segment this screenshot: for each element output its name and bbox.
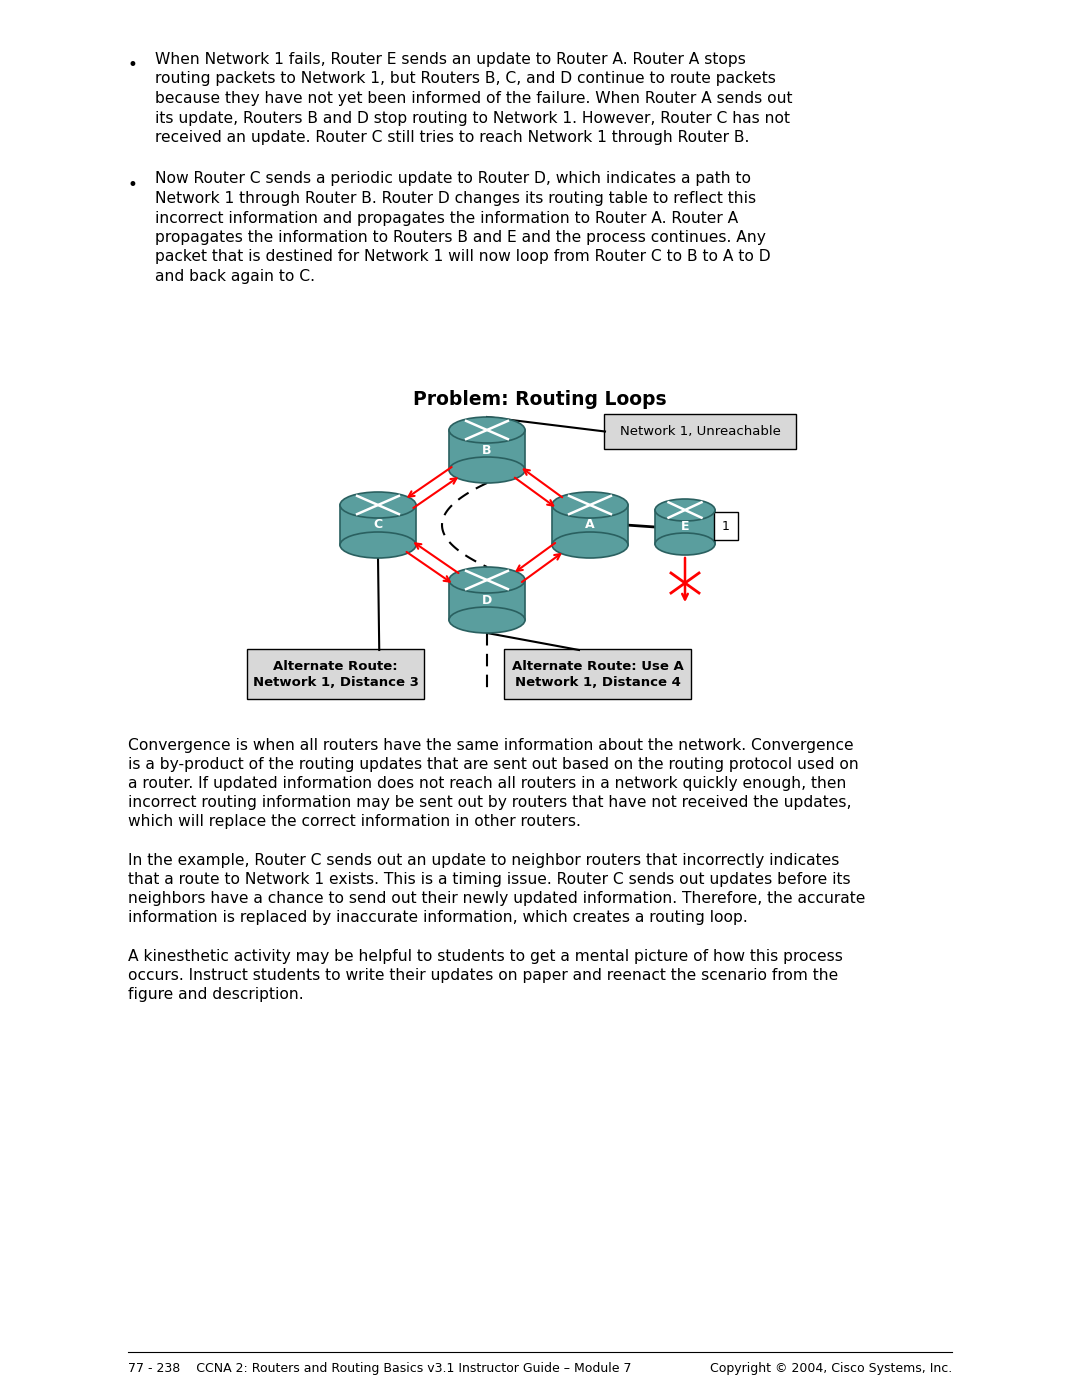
Text: Network 1, Distance 3: Network 1, Distance 3 [253, 676, 418, 690]
Text: received an update. Router C still tries to reach Network 1 through Router B.: received an update. Router C still tries… [156, 130, 750, 145]
Text: Copyright © 2004, Cisco Systems, Inc.: Copyright © 2004, Cisco Systems, Inc. [710, 1362, 951, 1375]
Text: occurs. Instruct students to write their updates on paper and reenact the scenar: occurs. Instruct students to write their… [129, 968, 838, 983]
Text: a router. If updated information does not reach all routers in a network quickly: a router. If updated information does no… [129, 775, 847, 791]
FancyBboxPatch shape [552, 504, 627, 545]
Text: propagates the information to Routers B and E and the process continues. Any: propagates the information to Routers B … [156, 231, 766, 244]
Text: A: A [585, 518, 595, 531]
FancyBboxPatch shape [654, 510, 715, 543]
Text: Now Router C sends a periodic update to Router D, which indicates a path to: Now Router C sends a periodic update to … [156, 172, 751, 187]
Text: packet that is destined for Network 1 will now loop from Router C to B to A to D: packet that is destined for Network 1 wi… [156, 250, 771, 264]
Ellipse shape [340, 532, 416, 557]
Text: Network 1, Unreachable: Network 1, Unreachable [620, 425, 781, 439]
Text: A kinesthetic activity may be helpful to students to get a mental picture of how: A kinesthetic activity may be helpful to… [129, 949, 842, 964]
Ellipse shape [449, 608, 525, 633]
Text: Network 1, Distance 4: Network 1, Distance 4 [514, 676, 680, 690]
FancyBboxPatch shape [247, 650, 424, 698]
Text: Network 1 through Router B. Router D changes its routing table to reflect this: Network 1 through Router B. Router D cha… [156, 191, 756, 205]
Text: neighbors have a chance to send out their newly updated information. Therefore, : neighbors have a chance to send out thei… [129, 891, 865, 907]
Ellipse shape [340, 492, 416, 518]
Text: figure and description.: figure and description. [129, 988, 303, 1002]
Ellipse shape [654, 534, 715, 555]
Text: incorrect routing information may be sent out by routers that have not received : incorrect routing information may be sen… [129, 795, 851, 810]
Ellipse shape [552, 532, 627, 557]
Ellipse shape [449, 567, 525, 592]
Text: •: • [129, 56, 138, 74]
Text: Convergence is when all routers have the same information about the network. Con: Convergence is when all routers have the… [129, 738, 853, 753]
FancyBboxPatch shape [449, 430, 525, 469]
FancyBboxPatch shape [604, 414, 796, 448]
Text: that a route to Network 1 exists. This is a timing issue. Router C sends out upd: that a route to Network 1 exists. This i… [129, 872, 851, 887]
Ellipse shape [654, 499, 715, 521]
FancyBboxPatch shape [340, 504, 416, 545]
Text: routing packets to Network 1, but Routers B, C, and D continue to route packets: routing packets to Network 1, but Router… [156, 71, 775, 87]
Text: is a by-product of the routing updates that are sent out based on the routing pr: is a by-product of the routing updates t… [129, 757, 859, 773]
Text: In the example, Router C sends out an update to neighbor routers that incorrectl: In the example, Router C sends out an up… [129, 854, 839, 868]
FancyBboxPatch shape [714, 511, 738, 541]
Ellipse shape [552, 492, 627, 518]
Text: incorrect information and propagates the information to Router A. Router A: incorrect information and propagates the… [156, 211, 739, 225]
Text: its update, Routers B and D stop routing to Network 1. However, Router C has not: its update, Routers B and D stop routing… [156, 110, 789, 126]
Ellipse shape [449, 457, 525, 483]
Text: because they have not yet been informed of the failure. When Router A sends out: because they have not yet been informed … [156, 91, 793, 106]
Text: B: B [483, 443, 491, 457]
Text: Alternate Route: Use A: Alternate Route: Use A [512, 659, 684, 672]
Text: 77 - 238    CCNA 2: Routers and Routing Basics v3.1 Instructor Guide – Module 7: 77 - 238 CCNA 2: Routers and Routing Bas… [129, 1362, 632, 1375]
Text: When Network 1 fails, Router E sends an update to Router A. Router A stops: When Network 1 fails, Router E sends an … [156, 52, 746, 67]
Text: C: C [374, 518, 382, 531]
Text: Problem: Routing Loops: Problem: Routing Loops [414, 390, 666, 409]
Text: and back again to C.: and back again to C. [156, 270, 315, 284]
Text: information is replaced by inaccurate information, which creates a routing loop.: information is replaced by inaccurate in… [129, 909, 747, 925]
Text: D: D [482, 594, 492, 606]
Text: •: • [129, 176, 138, 194]
Text: E: E [680, 521, 689, 534]
Text: which will replace the correct information in other routers.: which will replace the correct informati… [129, 814, 581, 828]
Text: Alternate Route:: Alternate Route: [273, 659, 397, 672]
FancyBboxPatch shape [504, 650, 691, 698]
Ellipse shape [449, 416, 525, 443]
FancyBboxPatch shape [449, 580, 525, 620]
Text: 1: 1 [723, 520, 730, 532]
